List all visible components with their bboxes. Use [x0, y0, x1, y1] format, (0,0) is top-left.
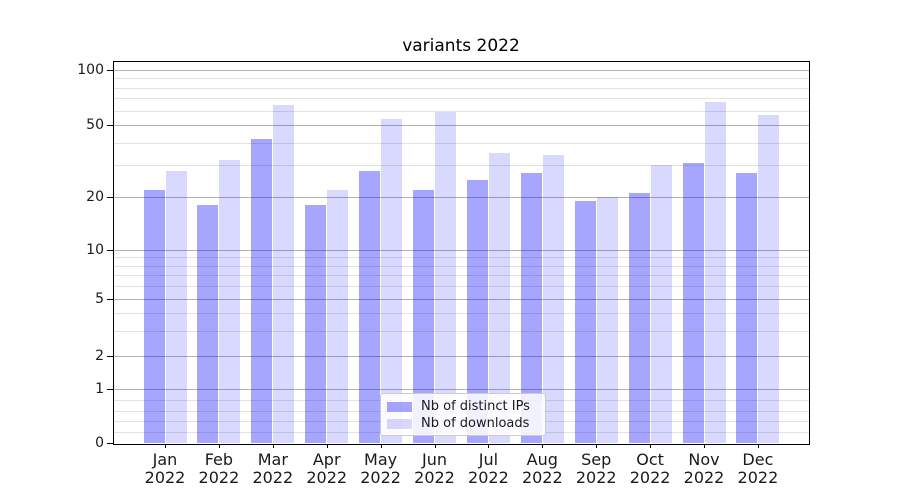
- y-tick-label: 20: [86, 189, 104, 205]
- x-tick-label: Oct 2022: [605, 451, 695, 486]
- x-tick-label: May 2022: [336, 451, 426, 486]
- y-tick-label: 2: [95, 348, 104, 364]
- y-tick-label: 100: [77, 62, 104, 78]
- legend-label-distinct-ips: Nb of distinct IPs: [421, 399, 530, 414]
- x-tick-label-month: Apr: [312, 450, 341, 469]
- legend-swatch-downloads: [387, 418, 412, 429]
- x-tick-label: Jun 2022: [390, 451, 480, 486]
- x-tick-label-month: Dec: [742, 450, 774, 469]
- legend-swatch-distinct-ips: [387, 401, 412, 412]
- legend-item-downloads: Nb of downloads: [387, 416, 539, 431]
- x-tick-label: Nov 2022: [659, 451, 749, 486]
- x-tick-label-year: 2022: [414, 467, 455, 487]
- x-tick-label-month: Jun: [422, 450, 447, 469]
- x-tick-label-month: Jan: [152, 450, 178, 469]
- x-tick-label: Mar 2022: [228, 451, 318, 486]
- legend: Nb of distinct IPs Nb of downloads: [380, 393, 546, 436]
- x-tick-label-year: 2022: [629, 467, 671, 487]
- plot-border: [113, 61, 810, 445]
- y-tick-label: 50: [86, 117, 104, 133]
- x-tick-label-month: Sep: [581, 450, 612, 469]
- legend-item-distinct-ips: Nb of distinct IPs: [387, 399, 539, 414]
- x-tick-label-year: 2022: [198, 467, 240, 487]
- legend-label-downloads: Nb of downloads: [421, 416, 530, 431]
- x-tick-label-month: Jul: [478, 450, 499, 469]
- x-tick-label-year: 2022: [252, 467, 294, 487]
- x-tick-label: Apr 2022: [282, 451, 372, 486]
- x-tick-label: Sep 2022: [551, 451, 641, 486]
- x-tick-label: Jan 2022: [120, 451, 210, 486]
- chart-title: variants 2022: [402, 36, 520, 56]
- x-tick-label-year: 2022: [144, 467, 186, 487]
- y-tick-label: 5: [95, 291, 104, 307]
- x-tick-label: Aug 2022: [497, 451, 587, 486]
- y-tick-label: 1: [95, 381, 104, 397]
- x-tick-label-year: 2022: [683, 467, 725, 487]
- x-tick-label: Dec 2022: [713, 451, 803, 486]
- x-tick-label-year: 2022: [306, 467, 348, 487]
- x-tick-label-year: 2022: [521, 467, 563, 487]
- x-tick-label-year: 2022: [360, 467, 401, 487]
- x-tick-label: Jul 2022: [443, 451, 533, 486]
- x-tick-label-month: Mar: [257, 450, 288, 469]
- x-tick-label: Feb 2022: [174, 451, 264, 486]
- x-tick-label-year: 2022: [468, 467, 509, 487]
- x-tick-label-month: Feb: [204, 450, 234, 469]
- y-tick-label: 10: [86, 242, 104, 258]
- y-tick-label: 0: [95, 435, 104, 451]
- x-tick-label-year: 2022: [737, 467, 779, 487]
- x-tick-label-year: 2022: [575, 467, 617, 487]
- x-tick-label-month: May: [364, 450, 398, 469]
- x-tick-label-month: Oct: [636, 450, 664, 469]
- x-tick-label-month: Aug: [526, 450, 558, 469]
- x-tick-label-month: Nov: [688, 450, 720, 469]
